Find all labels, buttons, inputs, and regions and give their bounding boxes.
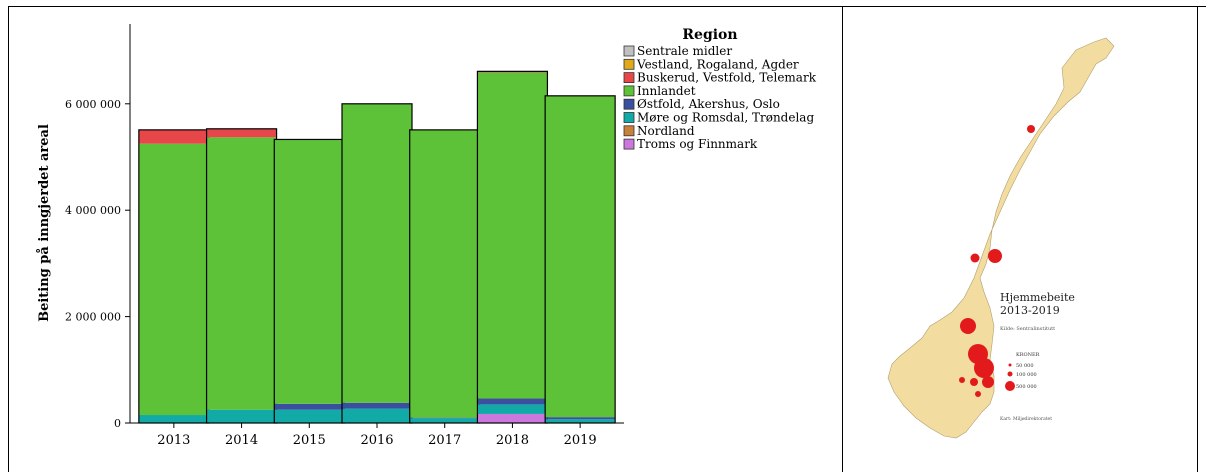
x-tick-label: 2016 — [360, 433, 393, 448]
map-legend-dot-medium — [1007, 371, 1013, 377]
norway-map: Hjemmebeite 2013-2019 Kilde: Sentralinst… — [887, 37, 1115, 439]
legend-swatch — [623, 112, 635, 123]
bar-outline — [544, 95, 616, 424]
legend-label: Nordland — [637, 124, 695, 138]
map-legend-dot-large — [1005, 381, 1015, 391]
legend-label: Troms og Finnmark — [637, 137, 758, 151]
y-tick-label: 6 000 000 — [65, 98, 121, 111]
funding-dot — [960, 318, 976, 334]
funding-dot — [959, 377, 965, 383]
y-tick-label: 0 — [114, 417, 121, 430]
chart-axes: 0 2 000 000 4 000 000 6 000 000 2013 2014 2015… — [65, 24, 624, 448]
bar-segment — [206, 137, 277, 410]
map-legend-dot-small — [1008, 363, 1012, 367]
figure-frame — [8, 6, 1198, 472]
y-tick-label: 4 000 000 — [65, 204, 121, 217]
x-tick-label: 2018 — [496, 433, 529, 448]
bar-segment — [274, 403, 345, 410]
bar-segment — [477, 398, 548, 405]
map-subtitle: Kilde: Sentralinstitutt — [1000, 326, 1055, 332]
legend-label: Vestland, Rogaland, Agder — [636, 57, 799, 71]
map-legend-item: 500 000 — [1016, 384, 1037, 390]
map-title-line1: Hjemmebeite — [1000, 291, 1075, 304]
legend-swatch — [623, 125, 635, 137]
legend-title: Region — [682, 27, 737, 43]
norway-landmass — [887, 37, 1115, 439]
stacked-bar-chart: 0 2 000 000 4 000 000 6 000 000 2013 2014 2015… — [36, 24, 817, 448]
frame-edge — [1156, 6, 1206, 7]
y-tick-label: 2 000 000 — [65, 311, 121, 324]
legend-swatch — [623, 72, 635, 83]
bar-segment — [409, 417, 480, 419]
legend-label: Østfold, Akershus, Oslo — [637, 97, 780, 111]
funding-dot — [974, 358, 994, 378]
x-tick-label: 2015 — [293, 433, 326, 448]
legend-label: Møre og Romsdal, Trøndelag — [637, 111, 814, 125]
funding-dot — [975, 391, 981, 397]
bar-segment — [274, 409, 345, 423]
bar-segment — [138, 415, 209, 423]
bar-segment — [342, 402, 412, 409]
bar-segment — [206, 128, 277, 138]
funding-dot — [1027, 125, 1035, 133]
bar-segment — [206, 409, 277, 423]
bar-segment — [477, 404, 548, 414]
map-legend-item: 100 000 — [1016, 372, 1037, 378]
bar-segment — [409, 418, 480, 423]
bar-segment — [477, 72, 548, 399]
bar-segment — [138, 129, 209, 144]
legend-label: Sentrale midler — [637, 44, 732, 58]
bar-segment — [138, 143, 209, 416]
bar-segment — [274, 139, 345, 404]
legend-label: Innlandet — [637, 84, 696, 98]
bar-segment — [409, 130, 480, 418]
legend-swatch — [623, 45, 635, 57]
map-legend-item: 50 000 — [1016, 363, 1034, 369]
bar-segment — [545, 419, 616, 423]
legend-swatch — [623, 98, 635, 110]
funding-dot — [970, 253, 980, 263]
land-shape — [887, 37, 1115, 439]
panel-divider — [842, 6, 843, 472]
legend-swatch — [623, 138, 635, 150]
funding-dot — [982, 376, 994, 388]
chart-bars — [138, 70, 616, 424]
x-tick-label: 2017 — [428, 433, 461, 448]
legend-label: Buskerud, Vestfold, Telemark — [637, 71, 817, 85]
funding-dot — [970, 378, 978, 386]
bar-segment — [342, 408, 412, 423]
map-title-line2: 2013-2019 — [1000, 304, 1060, 317]
x-tick-label: 2019 — [564, 433, 597, 448]
legend-swatch — [623, 58, 635, 70]
x-tick-label: 2014 — [225, 433, 258, 448]
legend-swatch — [623, 85, 635, 97]
bar-segment — [477, 413, 548, 423]
x-tick-label: 2013 — [157, 433, 190, 448]
funding-dots — [959, 125, 1035, 397]
y-axis-label: Beiting på inngjerdet areal — [36, 124, 52, 322]
bar-segment — [545, 417, 616, 420]
map-footer: Kart: Miljødirektoratet — [1000, 416, 1052, 422]
bar-segment — [342, 103, 412, 403]
funding-dot — [988, 249, 1002, 263]
bar-segment — [545, 96, 616, 418]
map-legend-heading: KRONER — [1016, 352, 1040, 358]
